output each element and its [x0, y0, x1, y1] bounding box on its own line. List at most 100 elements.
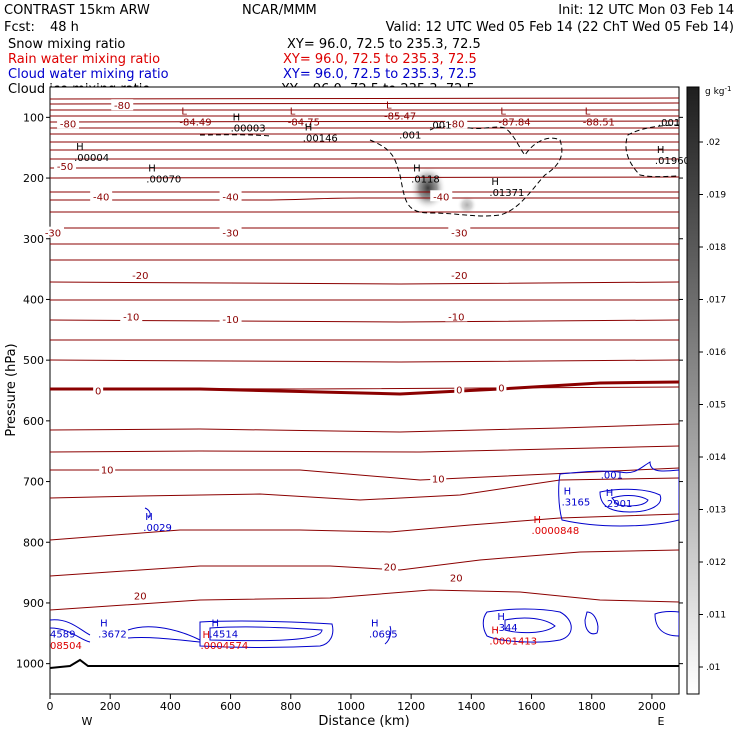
temperature-label-bg — [111, 99, 134, 111]
y-tick-label: 1000 — [16, 658, 44, 671]
cloud-water-contours — [50, 461, 679, 648]
temperature-label: -20 — [132, 271, 148, 282]
y-tick-label: 700 — [23, 476, 44, 489]
colorbar-label: .013 — [706, 506, 726, 516]
extremum-value: -87.84 — [498, 118, 530, 129]
temperature-label: -40 — [433, 192, 449, 203]
temperature-label-bg — [448, 226, 471, 238]
temperature-label: -40 — [93, 192, 109, 203]
x-tick-label: 800 — [280, 700, 301, 713]
contour-value-label: .001 — [601, 470, 623, 481]
temperature-contours — [50, 97, 679, 611]
extremum-letter: L — [500, 107, 506, 118]
temperature-label: 0 — [498, 383, 504, 394]
contour-value-label: .001 — [658, 118, 680, 129]
temperature-label: -30 — [45, 229, 61, 240]
temperature-label: -50 — [57, 162, 73, 173]
colorbar-gradient — [686, 86, 700, 695]
extremum-value: .00003 — [231, 124, 266, 135]
y-axis-title: Pressure (hPa) — [4, 343, 19, 436]
temperature-label-bg — [448, 571, 465, 583]
colorbar-unit: g kg-1 — [705, 85, 731, 97]
extremum-value: .0000848 — [532, 526, 580, 537]
x-tick-label: 1000 — [337, 700, 365, 713]
extremum-letter: H — [491, 626, 499, 637]
temperature-label-bg — [430, 472, 447, 484]
temperature-label: -10 — [448, 312, 464, 323]
temperature-label-bg — [382, 560, 399, 572]
temperature-label-bg — [90, 190, 113, 202]
org-label: NCAR/MMM — [242, 3, 317, 18]
temperature-label: -30 — [451, 229, 467, 240]
x-tick-label: 2000 — [638, 700, 666, 713]
colorbar-label: .018 — [706, 243, 726, 253]
temperature-label-bg — [219, 226, 242, 238]
legend-rain-name: Rain water mixing ratio — [8, 52, 160, 67]
temperature-label: -80 — [114, 101, 130, 112]
colorbar-labels: .02 .019 .018 .017 .016 .015 .014 .013 .012 .011.… — [699, 138, 726, 673]
colorbar-label: .02 — [706, 138, 720, 148]
contour-value-label-layer: .001 .001 .001 .001 — [399, 118, 680, 481]
extremum-letter: H — [497, 612, 505, 623]
x-tick-label: 0 — [47, 700, 54, 713]
west-label: W — [82, 715, 93, 728]
fcst-value: 48 h — [50, 20, 79, 35]
extremum-letter: H — [657, 145, 665, 156]
temperature-label: -10 — [222, 315, 238, 326]
temperature-label: -10 — [123, 312, 139, 323]
temperature-label: -80 — [60, 119, 76, 130]
extremum-letter: H — [371, 618, 379, 629]
temperature-label: 0 — [456, 385, 462, 396]
x-axis: 0 200 400 600 800 1000 1200 1400 1600 1800 2000 — [47, 694, 666, 713]
x-axis-title: Distance (km) — [318, 714, 409, 729]
extremum-value: .344 — [495, 623, 517, 634]
temperature-label: -80 — [448, 119, 464, 130]
temperature-label: -40 — [222, 192, 238, 203]
extremum-letter: H — [148, 164, 156, 175]
temperature-label-bg — [120, 310, 143, 322]
extremum-value: .01960 — [655, 156, 690, 167]
colorbar-label: .016 — [706, 348, 726, 358]
legend-rain-xy: XY= 96.0, 72.5 to 235.3, 72.5 — [283, 52, 477, 67]
extremum-value: 4589 — [50, 629, 75, 640]
extremum-value: .4514 — [210, 629, 239, 640]
temperature-label-bg — [42, 226, 65, 238]
colorbar-label: .01 — [706, 663, 720, 673]
temperature-label: 10 — [101, 465, 114, 476]
legend-cloud-water-xy: XY= 96.0, 72.5 to 235.3, 72.5 — [283, 67, 477, 82]
valid-time: Valid: 12 UTC Wed 05 Feb 14 (22 ChT Wed … — [386, 20, 734, 35]
extremum-letter: L — [585, 107, 591, 118]
extremum-letter: H — [212, 618, 220, 629]
extremum-value: .01371 — [489, 188, 524, 199]
x-tick-label: 1600 — [518, 700, 546, 713]
extremum-letter: H — [606, 488, 614, 499]
extremum-value: -85.47 — [384, 111, 416, 122]
extremum-value: .00004 — [74, 153, 109, 164]
header: CONTRAST 15km ARW NCAR/MMM Init: 12 UTC … — [4, 3, 734, 35]
y-tick-label: 600 — [23, 415, 44, 428]
extremum-letter: L — [181, 107, 187, 118]
y-tick-label: 300 — [23, 233, 44, 246]
extremum-value: -88.51 — [583, 118, 615, 129]
temperature-label-bg — [496, 381, 507, 393]
temperature-label-bg — [430, 190, 453, 202]
extremum-value: -84.75 — [288, 118, 320, 129]
east-label: E — [658, 715, 665, 728]
temperature-label-bg — [445, 117, 468, 129]
temperature-label: 20 — [384, 563, 397, 574]
terrain-surface-line — [50, 658, 679, 669]
temperature-label-bg — [219, 312, 242, 324]
x-tick-label: 400 — [160, 700, 181, 713]
extremum-value: .3672 — [98, 629, 127, 640]
temperature-label-bg — [219, 190, 242, 202]
colorbar: g kg-1 .02.019.018.017.016.015.014.013.0… — [686, 85, 731, 695]
snow-contours — [199, 124, 679, 217]
colorbar-label: .015 — [706, 401, 726, 411]
extremum-value: .0004574 — [200, 641, 248, 652]
y-tick-label: 100 — [23, 111, 44, 124]
temperature-label: 0 — [95, 387, 101, 398]
extremum-letter: H — [233, 113, 241, 124]
temperature-label-bg — [99, 463, 116, 475]
